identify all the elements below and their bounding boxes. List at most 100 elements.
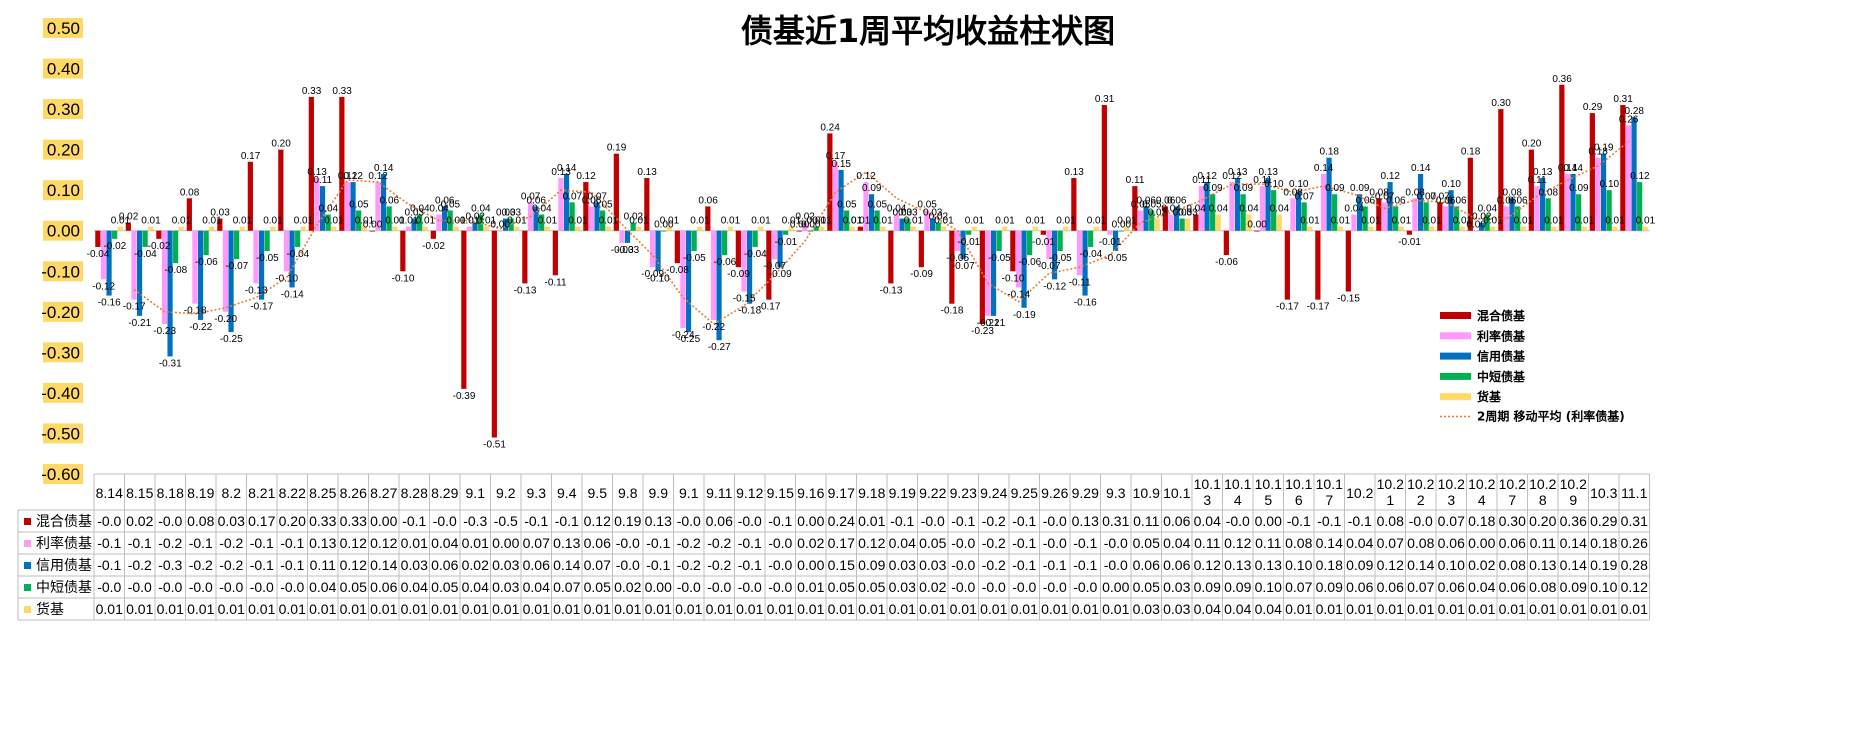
bar xyxy=(893,214,900,231)
data-label: 0.26 xyxy=(1619,114,1639,125)
data-label: -0.07 xyxy=(763,261,786,272)
bar xyxy=(1351,214,1357,231)
data-label: -0.22 xyxy=(189,322,212,333)
table-cell: 0.01 xyxy=(1407,601,1434,617)
table-cell: -0.3 xyxy=(158,557,182,573)
table-cell: 0.01 xyxy=(858,601,885,617)
bar xyxy=(849,226,855,231)
table-cell: 0.12 xyxy=(584,513,611,529)
bar xyxy=(1271,190,1277,231)
data-label: 0.01 xyxy=(629,216,649,227)
bar xyxy=(1154,218,1160,231)
table-cell: 0.05 xyxy=(431,579,458,595)
trendline-path xyxy=(133,140,1630,325)
table-cell: 0.00 xyxy=(645,579,672,595)
bar xyxy=(478,214,484,231)
table-cell: 0.01 xyxy=(1499,601,1526,617)
table-cell: 0.01 xyxy=(1590,601,1617,617)
table-cell: -0.1 xyxy=(189,535,213,551)
data-label: 0.31 xyxy=(1613,94,1633,105)
data-label: 0.01 xyxy=(1483,216,1503,227)
y-tick-label: 0.00 xyxy=(47,222,80,241)
table-cell: -0.0 xyxy=(1409,513,1433,529)
data-label: 0.08 xyxy=(1539,187,1559,198)
bar xyxy=(1528,149,1534,231)
data-label: 0.04 xyxy=(319,204,339,215)
bar xyxy=(508,218,514,231)
data-label: 0.01 xyxy=(141,216,161,227)
table-cell: 0.12 xyxy=(1621,579,1648,595)
data-label: -0.24 xyxy=(672,330,695,341)
bar xyxy=(1254,230,1260,232)
bar xyxy=(331,226,337,231)
data-label: -0.17 xyxy=(1307,302,1330,313)
category-label-line2: 8 xyxy=(1539,492,1547,508)
y-tick-label: 0.10 xyxy=(47,181,80,200)
table-cell: 0.02 xyxy=(462,557,489,573)
table-cell: -0.0 xyxy=(1104,535,1128,551)
bar xyxy=(680,230,686,329)
data-label: 0.11 xyxy=(313,175,332,186)
data-label: -0.01 xyxy=(1032,237,1055,248)
category-label-line1: 10.1 xyxy=(1285,476,1312,492)
y-tick-label: -0.20 xyxy=(41,303,80,322)
category-label: 8.18 xyxy=(157,485,184,501)
bar xyxy=(522,230,528,284)
table-cell: -0.1 xyxy=(890,513,914,529)
bar xyxy=(1276,214,1282,231)
category-label-line2: 3 xyxy=(1447,492,1455,508)
bar xyxy=(1398,226,1404,231)
table-cell: 0.01 xyxy=(1529,601,1556,617)
bar xyxy=(1046,230,1052,260)
data-label: 0.06 xyxy=(1167,195,1187,206)
legend-label: 2周期 移动平均 (利率债基) xyxy=(1477,409,1625,424)
data-label: 0.01 xyxy=(1087,216,1107,227)
bar xyxy=(1484,214,1490,231)
y-tick-highlight xyxy=(43,99,83,120)
table-cell: -0.0 xyxy=(1226,513,1250,529)
table-cell: 0.30 xyxy=(1499,513,1526,529)
bar xyxy=(941,226,947,231)
bar xyxy=(1307,226,1313,231)
data-label: 0.05 xyxy=(868,199,888,210)
bar xyxy=(649,230,656,268)
table-cell: 0.00 xyxy=(1255,513,1282,529)
table-cell: -0.1 xyxy=(738,535,762,551)
category-label-line1: 10.1 xyxy=(1255,476,1282,492)
data-label: 0.01 xyxy=(172,216,192,227)
bar xyxy=(453,226,459,231)
table-cell: -0.0 xyxy=(1043,513,1067,529)
table-cell: 0.10 xyxy=(1590,579,1617,595)
table-cell: 0.03 xyxy=(889,579,916,595)
table-cell: -0.0 xyxy=(616,557,640,573)
bar xyxy=(880,226,886,231)
bar xyxy=(796,230,802,232)
table-cell: 0.13 xyxy=(1224,557,1251,573)
bar xyxy=(472,222,478,231)
category-label: 9.1 xyxy=(466,485,486,501)
bar xyxy=(1320,173,1327,231)
bar xyxy=(228,230,234,333)
data-label: 0.09 xyxy=(1569,183,1589,194)
table-cell: 0.03 xyxy=(401,557,428,573)
table-cell: 0.18 xyxy=(1316,557,1343,573)
table-cell: 0.03 xyxy=(919,557,946,573)
bar xyxy=(392,226,398,231)
table-cell: 0.11 xyxy=(1255,535,1281,551)
bar xyxy=(575,226,581,231)
category-label: 8.28 xyxy=(401,485,428,501)
bar xyxy=(802,222,808,231)
category-label: 8.26 xyxy=(340,485,367,501)
data-label: -0.10 xyxy=(1002,273,1025,284)
data-label: 0.05 xyxy=(1142,199,1162,210)
table-cell: 0.11 xyxy=(310,557,336,573)
table-cell: -0.5 xyxy=(494,513,518,529)
bar xyxy=(1057,230,1063,251)
table-cell: -0.1 xyxy=(646,535,670,551)
table-cell: 0.06 xyxy=(1346,579,1373,595)
table-cell: -0.2 xyxy=(982,513,1006,529)
table-cell: 0.04 xyxy=(1255,601,1282,617)
bar xyxy=(386,206,392,231)
data-label: -0.02 xyxy=(422,241,445,252)
bar xyxy=(1490,226,1496,231)
